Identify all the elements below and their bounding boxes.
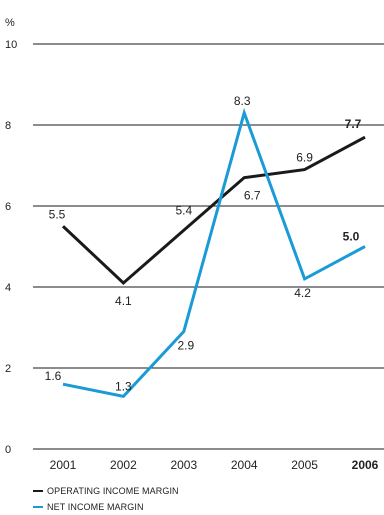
legend-label-operating: OPERATING INCOME MARGIN	[47, 486, 179, 496]
y-tick-0: 0	[5, 444, 11, 456]
x-tick-2004: 2004	[231, 458, 258, 472]
data-label-s0-2006: 7.7	[345, 117, 362, 131]
x-tick-2002: 2002	[110, 458, 137, 472]
gridlines	[33, 43, 384, 450]
series-line-0	[61, 135, 366, 285]
legend: OPERATING INCOME MARGIN NET INCOME MARGI…	[33, 483, 179, 515]
legend-item-net: NET INCOME MARGIN	[33, 499, 179, 515]
data-label-s1-2006: 5.0	[343, 230, 360, 244]
x-tick-2005: 2005	[291, 458, 318, 472]
data-label-s1-2003: 2.9	[177, 339, 194, 353]
series-lines	[61, 107, 366, 398]
y-unit-label: %	[5, 17, 15, 29]
x-tick-2003: 2003	[170, 458, 197, 472]
y-tick-8: 8	[5, 120, 11, 132]
data-label-s1-2005: 4.2	[294, 286, 311, 300]
x-tick-labels: 2001 2002 2003 2004 2005 2006	[50, 458, 379, 472]
data-label-s1-2002: 1.3	[115, 379, 132, 393]
legend-swatch-operating	[33, 489, 43, 493]
series-line-1	[62, 107, 366, 398]
y-tick-4: 4	[5, 282, 11, 294]
data-labels: 5.5 4.1 5.4 6.7 6.9 7.7 1.6 1.3 2.9 8.3 4.2 5.0	[45, 94, 362, 394]
data-label-s1-2004: 8.3	[234, 94, 251, 108]
legend-label-net: NET INCOME MARGIN	[47, 502, 144, 512]
y-tick-6: 6	[5, 201, 11, 213]
y-tick-10: 10	[5, 39, 17, 51]
y-tick-2: 2	[5, 363, 11, 375]
legend-swatch-net	[33, 505, 43, 509]
data-label-s0-2003: 5.4	[175, 203, 192, 217]
data-label-s0-2004: 6.7	[244, 189, 261, 203]
legend-item-operating: OPERATING INCOME MARGIN	[33, 483, 179, 499]
data-label-s0-2002: 4.1	[115, 294, 132, 308]
data-label-s1-2001: 1.6	[45, 369, 62, 383]
x-tick-2001: 2001	[50, 458, 77, 472]
data-label-s0-2001: 5.5	[49, 207, 66, 221]
data-label-s0-2005: 6.9	[296, 151, 313, 165]
x-tick-2006: 2006	[352, 458, 379, 472]
y-tick-labels: 0 2 4 6 8 10	[5, 39, 17, 456]
